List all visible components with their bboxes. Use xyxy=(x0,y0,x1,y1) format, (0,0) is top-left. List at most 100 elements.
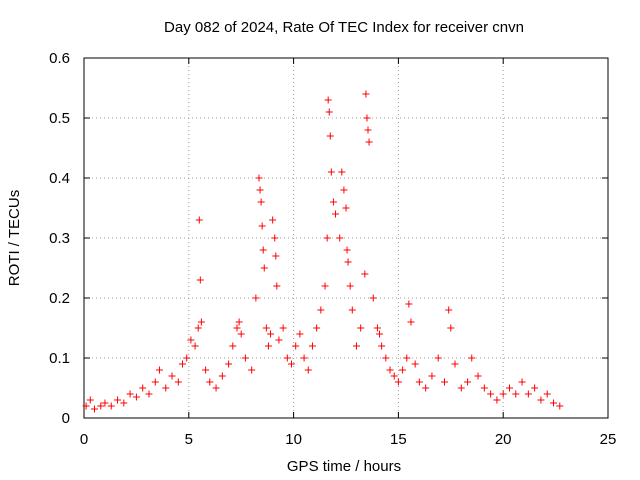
data-point xyxy=(405,300,413,308)
data-point xyxy=(332,210,340,218)
data-point xyxy=(195,216,203,224)
data-point xyxy=(362,90,370,98)
data-point xyxy=(101,399,109,407)
data-point xyxy=(537,396,545,404)
data-point xyxy=(202,366,210,374)
data-point xyxy=(267,330,275,338)
data-point xyxy=(229,342,237,350)
data-point xyxy=(304,366,312,374)
data-point xyxy=(364,126,372,134)
chart-title: Day 082 of 2024, Rate Of TEC Index for r… xyxy=(164,19,524,36)
data-point xyxy=(415,378,423,386)
data-point xyxy=(550,399,558,407)
data-point xyxy=(441,378,449,386)
x-tick-labels: 0 5 10 15 20 25 xyxy=(80,431,617,448)
data-point xyxy=(97,402,105,410)
data-point xyxy=(317,306,325,314)
y-tick-labels: 0 0.1 0.2 0.3 0.4 0.5 0.6 xyxy=(49,50,70,427)
data-point xyxy=(269,216,277,224)
data-point xyxy=(162,384,170,392)
data-point xyxy=(487,390,495,398)
data-point xyxy=(275,336,283,344)
data-point xyxy=(338,168,346,176)
data-point xyxy=(114,396,122,404)
data-point xyxy=(212,384,220,392)
data-point xyxy=(225,360,233,368)
y-tick-label: 0.3 xyxy=(49,230,70,247)
x-tick-label: 15 xyxy=(390,431,407,448)
data-point xyxy=(363,114,371,122)
data-point xyxy=(218,372,226,380)
data-point xyxy=(457,384,465,392)
data-point xyxy=(480,384,488,392)
data-point xyxy=(259,246,267,254)
data-point xyxy=(308,342,316,350)
data-point xyxy=(257,198,265,206)
data-point xyxy=(132,393,140,401)
data-point xyxy=(168,372,176,380)
data-point xyxy=(369,294,377,302)
data-point xyxy=(361,270,369,278)
data-point xyxy=(445,306,453,314)
data-point xyxy=(107,402,115,410)
data-point xyxy=(403,354,411,362)
data-point xyxy=(352,342,360,350)
data-point xyxy=(82,402,90,410)
data-point xyxy=(346,282,354,290)
data-point xyxy=(531,384,539,392)
data-point xyxy=(342,204,350,212)
y-tick-label: 0.4 xyxy=(49,170,70,187)
data-point xyxy=(235,318,243,326)
data-point xyxy=(357,324,365,332)
data-point xyxy=(300,354,308,362)
data-point xyxy=(512,390,520,398)
data-point xyxy=(468,354,476,362)
data-point xyxy=(256,186,264,194)
data-point xyxy=(296,330,304,338)
data-point xyxy=(499,390,507,398)
data-point xyxy=(399,366,407,374)
x-tick-label: 10 xyxy=(285,431,302,448)
data-point xyxy=(237,330,245,338)
data-point xyxy=(252,294,260,302)
data-point xyxy=(264,342,272,350)
y-tick-label: 0.1 xyxy=(49,350,70,367)
data-point xyxy=(179,360,187,368)
data-point xyxy=(326,132,334,140)
data-point xyxy=(241,354,249,362)
data-point xyxy=(283,354,291,362)
data-point xyxy=(543,390,551,398)
data-point xyxy=(86,396,94,404)
grid-lines xyxy=(84,58,608,418)
data-point xyxy=(233,324,241,332)
data-point xyxy=(524,390,532,398)
data-point xyxy=(196,276,204,284)
x-tick-label: 0 xyxy=(80,431,88,448)
data-point xyxy=(336,234,344,242)
data-point xyxy=(126,390,134,398)
data-point xyxy=(422,384,430,392)
data-point xyxy=(390,372,398,380)
data-point xyxy=(348,306,356,314)
data-point xyxy=(272,252,280,260)
data-point xyxy=(344,258,352,266)
data-point xyxy=(365,138,373,146)
data-point xyxy=(313,324,321,332)
data-point xyxy=(518,378,526,386)
data-point xyxy=(324,96,332,104)
data-point xyxy=(428,372,436,380)
data-point xyxy=(206,378,214,386)
data-point xyxy=(411,360,419,368)
data-point xyxy=(464,378,472,386)
data-point xyxy=(248,366,256,374)
data-point xyxy=(273,282,281,290)
data-point xyxy=(292,342,300,350)
data-point xyxy=(262,324,270,332)
x-tick-label: 5 xyxy=(185,431,193,448)
plot-frame xyxy=(83,57,609,419)
data-point xyxy=(376,330,384,338)
data-point xyxy=(271,234,279,242)
y-tick-label: 0.6 xyxy=(49,50,70,67)
data-point xyxy=(279,324,287,332)
data-point xyxy=(191,342,199,350)
